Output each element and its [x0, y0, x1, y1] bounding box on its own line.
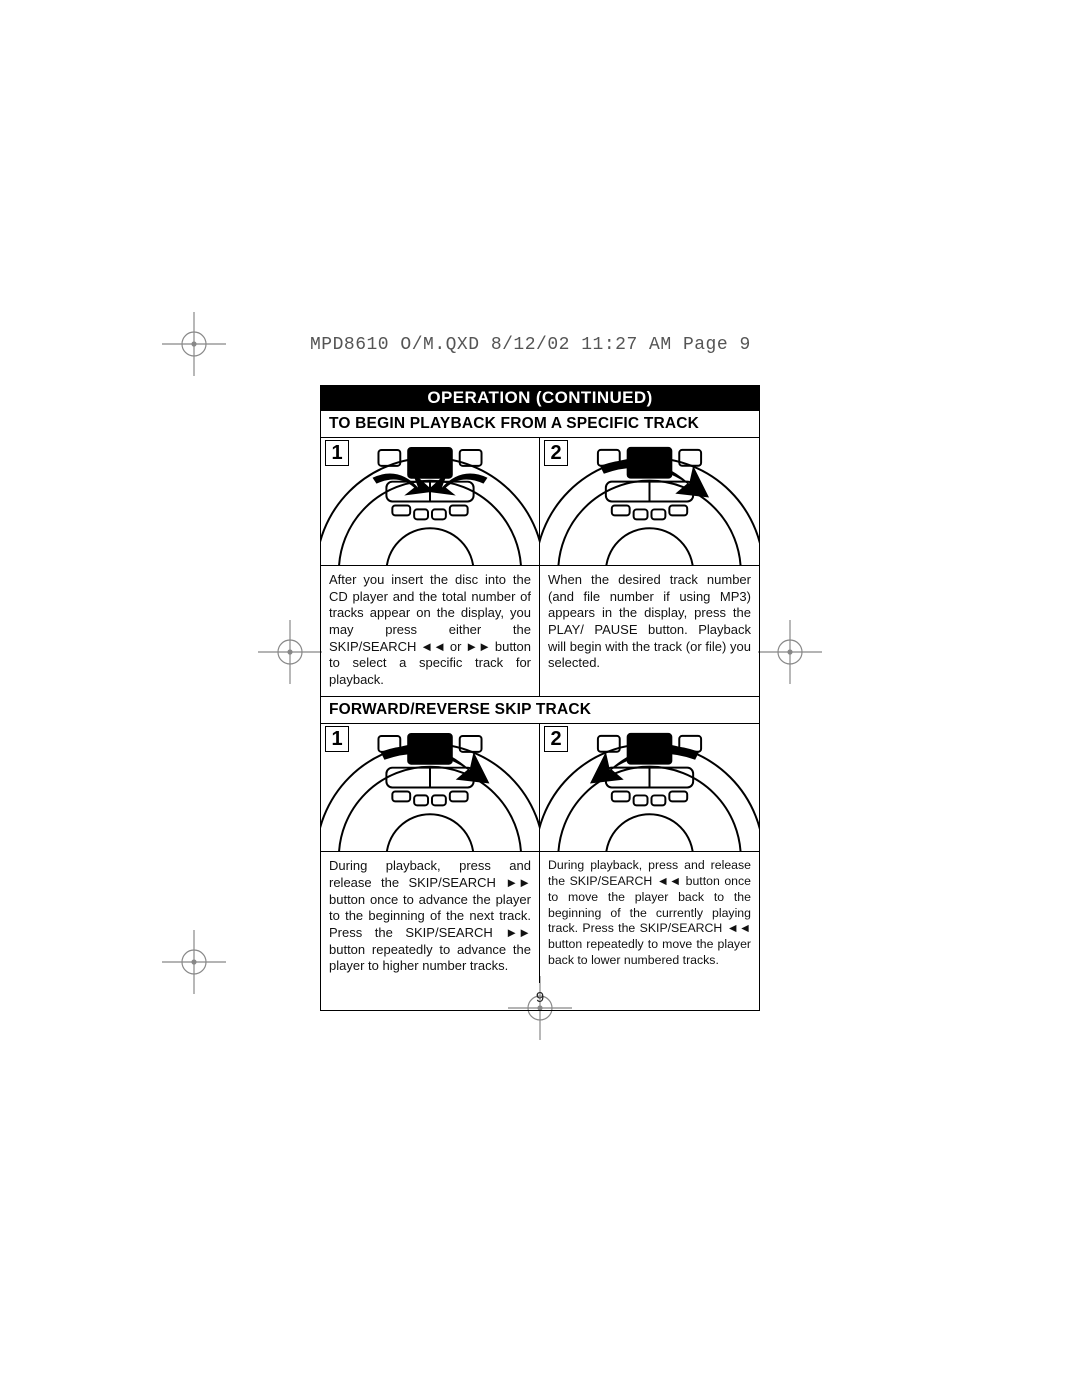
cd-player-icon	[540, 724, 759, 851]
step-badge: 2	[544, 440, 568, 466]
file-header: MPD8610 O/M.QXD 8/12/02 11:27 AM Page 9	[310, 335, 751, 355]
page-title: OPERATION (CONTINUED)	[321, 386, 759, 411]
page: MPD8610 O/M.QXD 8/12/02 11:27 AM Page 9 …	[0, 0, 1080, 1397]
panel-row: 1	[321, 437, 759, 696]
registration-mark-icon	[258, 620, 322, 684]
cd-player-icon	[321, 724, 539, 851]
content-frame: OPERATION (CONTINUED) TO BEGIN PLAYBACK …	[320, 385, 760, 1011]
page-number: 9	[321, 983, 759, 1010]
instruction-panel: 2	[540, 438, 759, 696]
registration-mark-icon	[162, 312, 226, 376]
instruction-text: After you insert the disc into the CD pl…	[321, 566, 539, 696]
illustration: 2	[540, 438, 759, 566]
illustration: 1	[321, 724, 539, 852]
instruction-panel: 2	[540, 724, 759, 982]
illustration: 2	[540, 724, 759, 852]
section-heading: TO BEGIN PLAYBACK FROM A SPECIFIC TRACK	[321, 411, 759, 437]
section-heading: FORWARD/REVERSE SKIP TRACK	[321, 696, 759, 723]
registration-mark-icon	[162, 930, 226, 994]
step-badge: 2	[544, 726, 568, 752]
illustration: 1	[321, 438, 539, 566]
instruction-panel: 1	[321, 724, 540, 982]
step-badge: 1	[325, 440, 349, 466]
step-badge: 1	[325, 726, 349, 752]
instruction-panel: 1	[321, 438, 540, 696]
instruction-text: During playback, press and release the S…	[321, 852, 539, 982]
instruction-text: During playback, press and release the S…	[540, 852, 759, 976]
cd-player-icon	[540, 438, 759, 565]
cd-player-icon	[321, 438, 539, 565]
registration-mark-icon	[758, 620, 822, 684]
panel-row: 1	[321, 723, 759, 982]
instruction-text: When the desired track number (and file …	[540, 566, 759, 680]
